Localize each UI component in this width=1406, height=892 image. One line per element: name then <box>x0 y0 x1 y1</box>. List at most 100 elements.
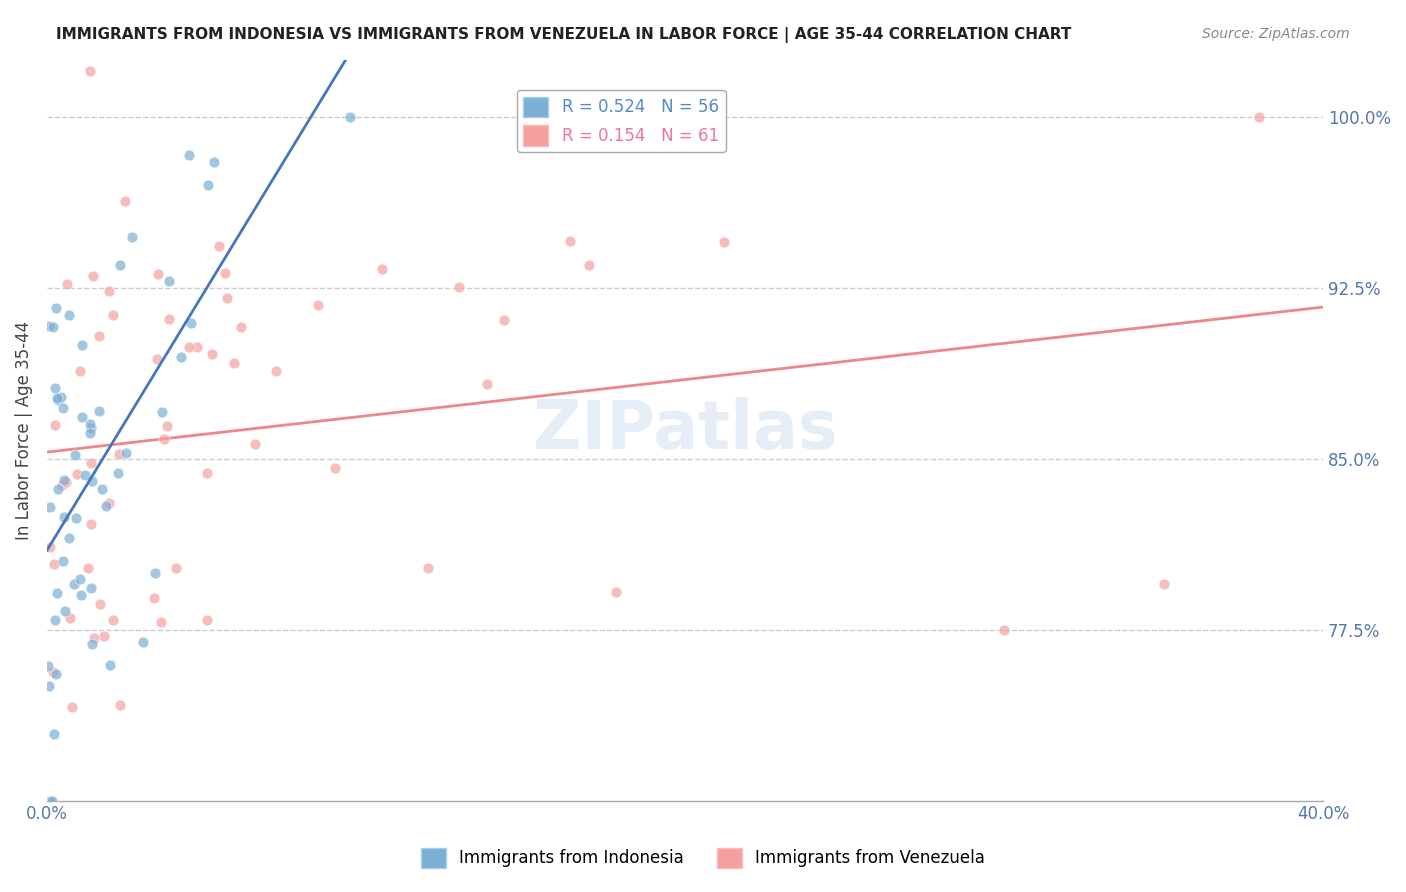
Y-axis label: In Labor Force | Age 35-44: In Labor Force | Age 35-44 <box>15 320 32 540</box>
Point <box>150 615 173 629</box>
Point <box>41 794 63 808</box>
Point <box>143 591 166 606</box>
Point <box>73 467 96 482</box>
Point <box>79 457 101 471</box>
Point <box>201 347 224 361</box>
Point <box>76 561 98 575</box>
Point <box>55 475 77 490</box>
Point <box>79 417 101 432</box>
Point <box>53 604 76 618</box>
Point <box>69 572 91 586</box>
Point <box>42 558 65 572</box>
Point <box>143 566 166 581</box>
Point <box>157 311 180 326</box>
Point <box>38 679 60 693</box>
Point <box>416 561 439 575</box>
Point <box>492 313 515 327</box>
Point <box>107 466 129 480</box>
Point <box>63 577 86 591</box>
Point <box>214 266 236 280</box>
Point <box>79 581 101 595</box>
Point <box>79 64 101 78</box>
Point <box>993 623 1015 637</box>
Point <box>59 611 82 625</box>
Point <box>110 258 132 272</box>
Point <box>243 437 266 451</box>
Point <box>103 308 125 322</box>
Point <box>179 340 201 354</box>
Point <box>115 446 138 460</box>
Point <box>202 155 225 169</box>
Point <box>108 447 131 461</box>
Point <box>108 698 131 712</box>
Text: IMMIGRANTS FROM INDONESIA VS IMMIGRANTS FROM VENEZUELA IN LABOR FORCE | AGE 35-4: IMMIGRANTS FROM INDONESIA VS IMMIGRANTS … <box>56 27 1071 43</box>
Point <box>229 320 252 334</box>
Point <box>170 350 193 364</box>
Point <box>66 467 89 481</box>
Point <box>38 500 60 515</box>
Point <box>217 291 239 305</box>
Point <box>83 631 105 645</box>
Point <box>208 239 231 253</box>
Point <box>52 401 75 416</box>
Point <box>58 308 80 322</box>
Point <box>93 629 115 643</box>
Legend: R = 0.524   N = 56, R = 0.154   N = 61: R = 0.524 N = 56, R = 0.154 N = 61 <box>517 90 725 153</box>
Point <box>605 585 627 599</box>
Point <box>80 421 103 435</box>
Point <box>224 356 246 370</box>
Point <box>339 110 361 124</box>
Point <box>51 477 73 491</box>
Point <box>42 665 65 679</box>
Point <box>82 268 104 283</box>
Point <box>79 425 101 440</box>
Point <box>58 531 80 545</box>
Point <box>91 482 114 496</box>
Point <box>87 404 110 418</box>
Point <box>52 554 75 568</box>
Point <box>578 258 600 272</box>
Point <box>46 482 69 496</box>
Point <box>197 178 219 192</box>
Point <box>195 613 218 627</box>
Point <box>132 635 155 649</box>
Point <box>53 509 76 524</box>
Point <box>1153 577 1175 591</box>
Point <box>51 390 73 404</box>
Point <box>80 517 103 532</box>
Point <box>98 284 121 298</box>
Point <box>72 338 94 352</box>
Point <box>63 448 86 462</box>
Point <box>80 475 103 489</box>
Point <box>82 637 104 651</box>
Legend: Immigrants from Indonesia, Immigrants from Venezuela: Immigrants from Indonesia, Immigrants fr… <box>413 841 993 875</box>
Point <box>145 352 167 367</box>
Point <box>39 794 62 808</box>
Point <box>45 586 67 600</box>
Point <box>42 320 65 334</box>
Point <box>70 588 93 602</box>
Point <box>97 496 120 510</box>
Point <box>179 148 201 162</box>
Point <box>101 613 124 627</box>
Point <box>186 340 208 354</box>
Point <box>264 363 287 377</box>
Point <box>44 613 66 627</box>
Point <box>323 461 346 475</box>
Point <box>38 318 60 333</box>
Point <box>307 298 329 312</box>
Point <box>165 561 187 575</box>
Point <box>114 194 136 209</box>
Point <box>70 409 93 424</box>
Point <box>89 597 111 611</box>
Point <box>65 511 87 525</box>
Point <box>150 405 173 419</box>
Point <box>449 280 471 294</box>
Point <box>157 275 180 289</box>
Text: Source: ZipAtlas.com: Source: ZipAtlas.com <box>1202 27 1350 41</box>
Point <box>45 301 67 316</box>
Point <box>180 316 202 330</box>
Point <box>42 727 65 741</box>
Point <box>148 267 170 281</box>
Point <box>56 277 79 292</box>
